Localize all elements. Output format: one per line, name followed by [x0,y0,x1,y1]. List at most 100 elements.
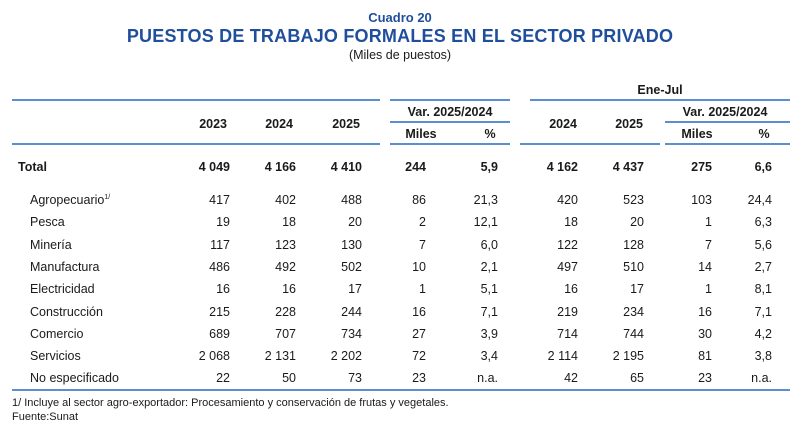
table-cell: 219 [557,304,578,319]
row-label: Total [18,160,47,174]
table-cell: 2 114 [547,349,578,364]
row-label: Servicios [30,349,81,364]
table-cell: 6,3 [754,215,772,230]
table-number: Cuadro 20 [368,10,432,25]
table-cell: 244 [405,160,426,174]
row-label: Agropecuario1/ [30,193,110,207]
table-cell: 16 [282,282,296,297]
table-cell: 2 195 [612,349,644,364]
table-cell: 7,1 [754,304,772,319]
table-cell: 4 437 [612,160,644,174]
table-cell: 12,1 [473,215,498,230]
table-cell: 130 [341,237,362,252]
table-cell: 744 [623,326,644,341]
table-cell: 103 [691,193,712,207]
table-cell: 689 [209,326,230,341]
table-cell: n.a. [751,371,772,386]
table-cell: 23 [412,371,426,386]
row-label: Construcción [30,304,103,319]
table-cell: 8,1 [754,282,772,297]
row-label: Pesca [30,215,65,230]
divider [12,389,790,391]
table-cell: 7,1 [480,304,498,319]
table-cell: 23 [698,371,712,386]
table-cell: 20 [348,215,362,230]
table-cell: 72 [412,349,426,364]
table-cell: 5,1 [480,282,498,297]
table-cell: 215 [209,304,230,319]
footnote: 1/ Incluye al sector agro-exportador: Pr… [12,397,449,409]
page-title: PUESTOS DE TRABAJO FORMALES EN EL SECTOR… [126,26,674,46]
table-cell: 420 [557,193,578,207]
table-cell: 16 [564,282,578,297]
divider [390,99,510,101]
table-cell: 5,9 [480,160,498,174]
table-cell: 523 [623,193,644,207]
table-cell: 488 [341,193,362,207]
table-cell: 402 [275,193,296,207]
table-cell: 3,8 [754,349,772,364]
table-cell: 4 410 [330,160,362,174]
row-label: Manufactura [30,259,100,274]
table-cell: 122 [557,237,578,252]
divider [390,121,510,123]
table-cell: 81 [698,349,712,364]
table-cell: 2 202 [330,349,362,364]
table-cell: 24,4 [747,193,772,207]
table-cell: 30 [698,326,712,341]
table-cell: 486 [209,259,230,274]
divider [665,121,790,123]
row-label: No especificado [30,371,119,386]
table-cell: 7 [419,237,426,252]
table-cell: 2,7 [754,259,772,274]
period-header: Ene-Jul [637,83,683,97]
table-cell: 86 [412,193,426,207]
col-2025: 2025 [332,117,360,131]
table-cell: 234 [623,304,644,319]
footnote-ref: 1/ [104,193,111,201]
table-cell: 128 [623,237,644,252]
table-cell: 17 [630,282,644,297]
table-cell: 2 131 [264,349,296,364]
table-cell: 10 [412,259,426,274]
table-cell: 6,6 [754,160,772,174]
table-cell: 22 [216,371,230,386]
table-cell: 16 [698,304,712,319]
table-cell: 2 [419,215,426,230]
table-cell: 16 [216,282,230,297]
table-cell: 492 [275,259,296,274]
row-label: Electricidad [30,282,95,297]
table-cell: 5,6 [754,237,772,252]
col-miles: Miles [405,127,437,141]
table-cell: 3,9 [480,326,498,341]
divider [12,143,380,145]
table-cell: 244 [341,304,362,319]
table-cell: 4,2 [754,326,772,341]
table-cell: 20 [630,215,644,230]
col-period-2025: 2025 [615,117,643,131]
col-pct: % [758,127,770,141]
table-cell: 123 [275,237,296,252]
col-2024: 2024 [265,117,293,131]
table-cell: 3,4 [480,349,498,364]
table-cell: 7 [705,237,712,252]
divider [12,99,380,101]
table-cell: 502 [341,259,362,274]
table-cell: 714 [557,326,578,341]
table-cell: 50 [282,371,296,386]
table-cell: 1 [705,282,712,297]
row-label-text: Agropecuario [30,193,105,207]
table-cell: 734 [341,326,362,341]
table-cell: 14 [698,259,712,274]
table-cell: 4 166 [264,160,296,174]
divider [520,143,660,145]
table-cell: 18 [564,215,578,230]
col-2023: 2023 [199,117,227,131]
table-cell: 17 [348,282,362,297]
table-cell: n.a. [477,371,498,386]
table-cell: 275 [691,160,712,174]
table-cell: 510 [623,259,644,274]
col-pct: % [484,127,496,141]
var-header: Var. 2025/2024 [407,105,493,119]
divider [665,143,790,145]
